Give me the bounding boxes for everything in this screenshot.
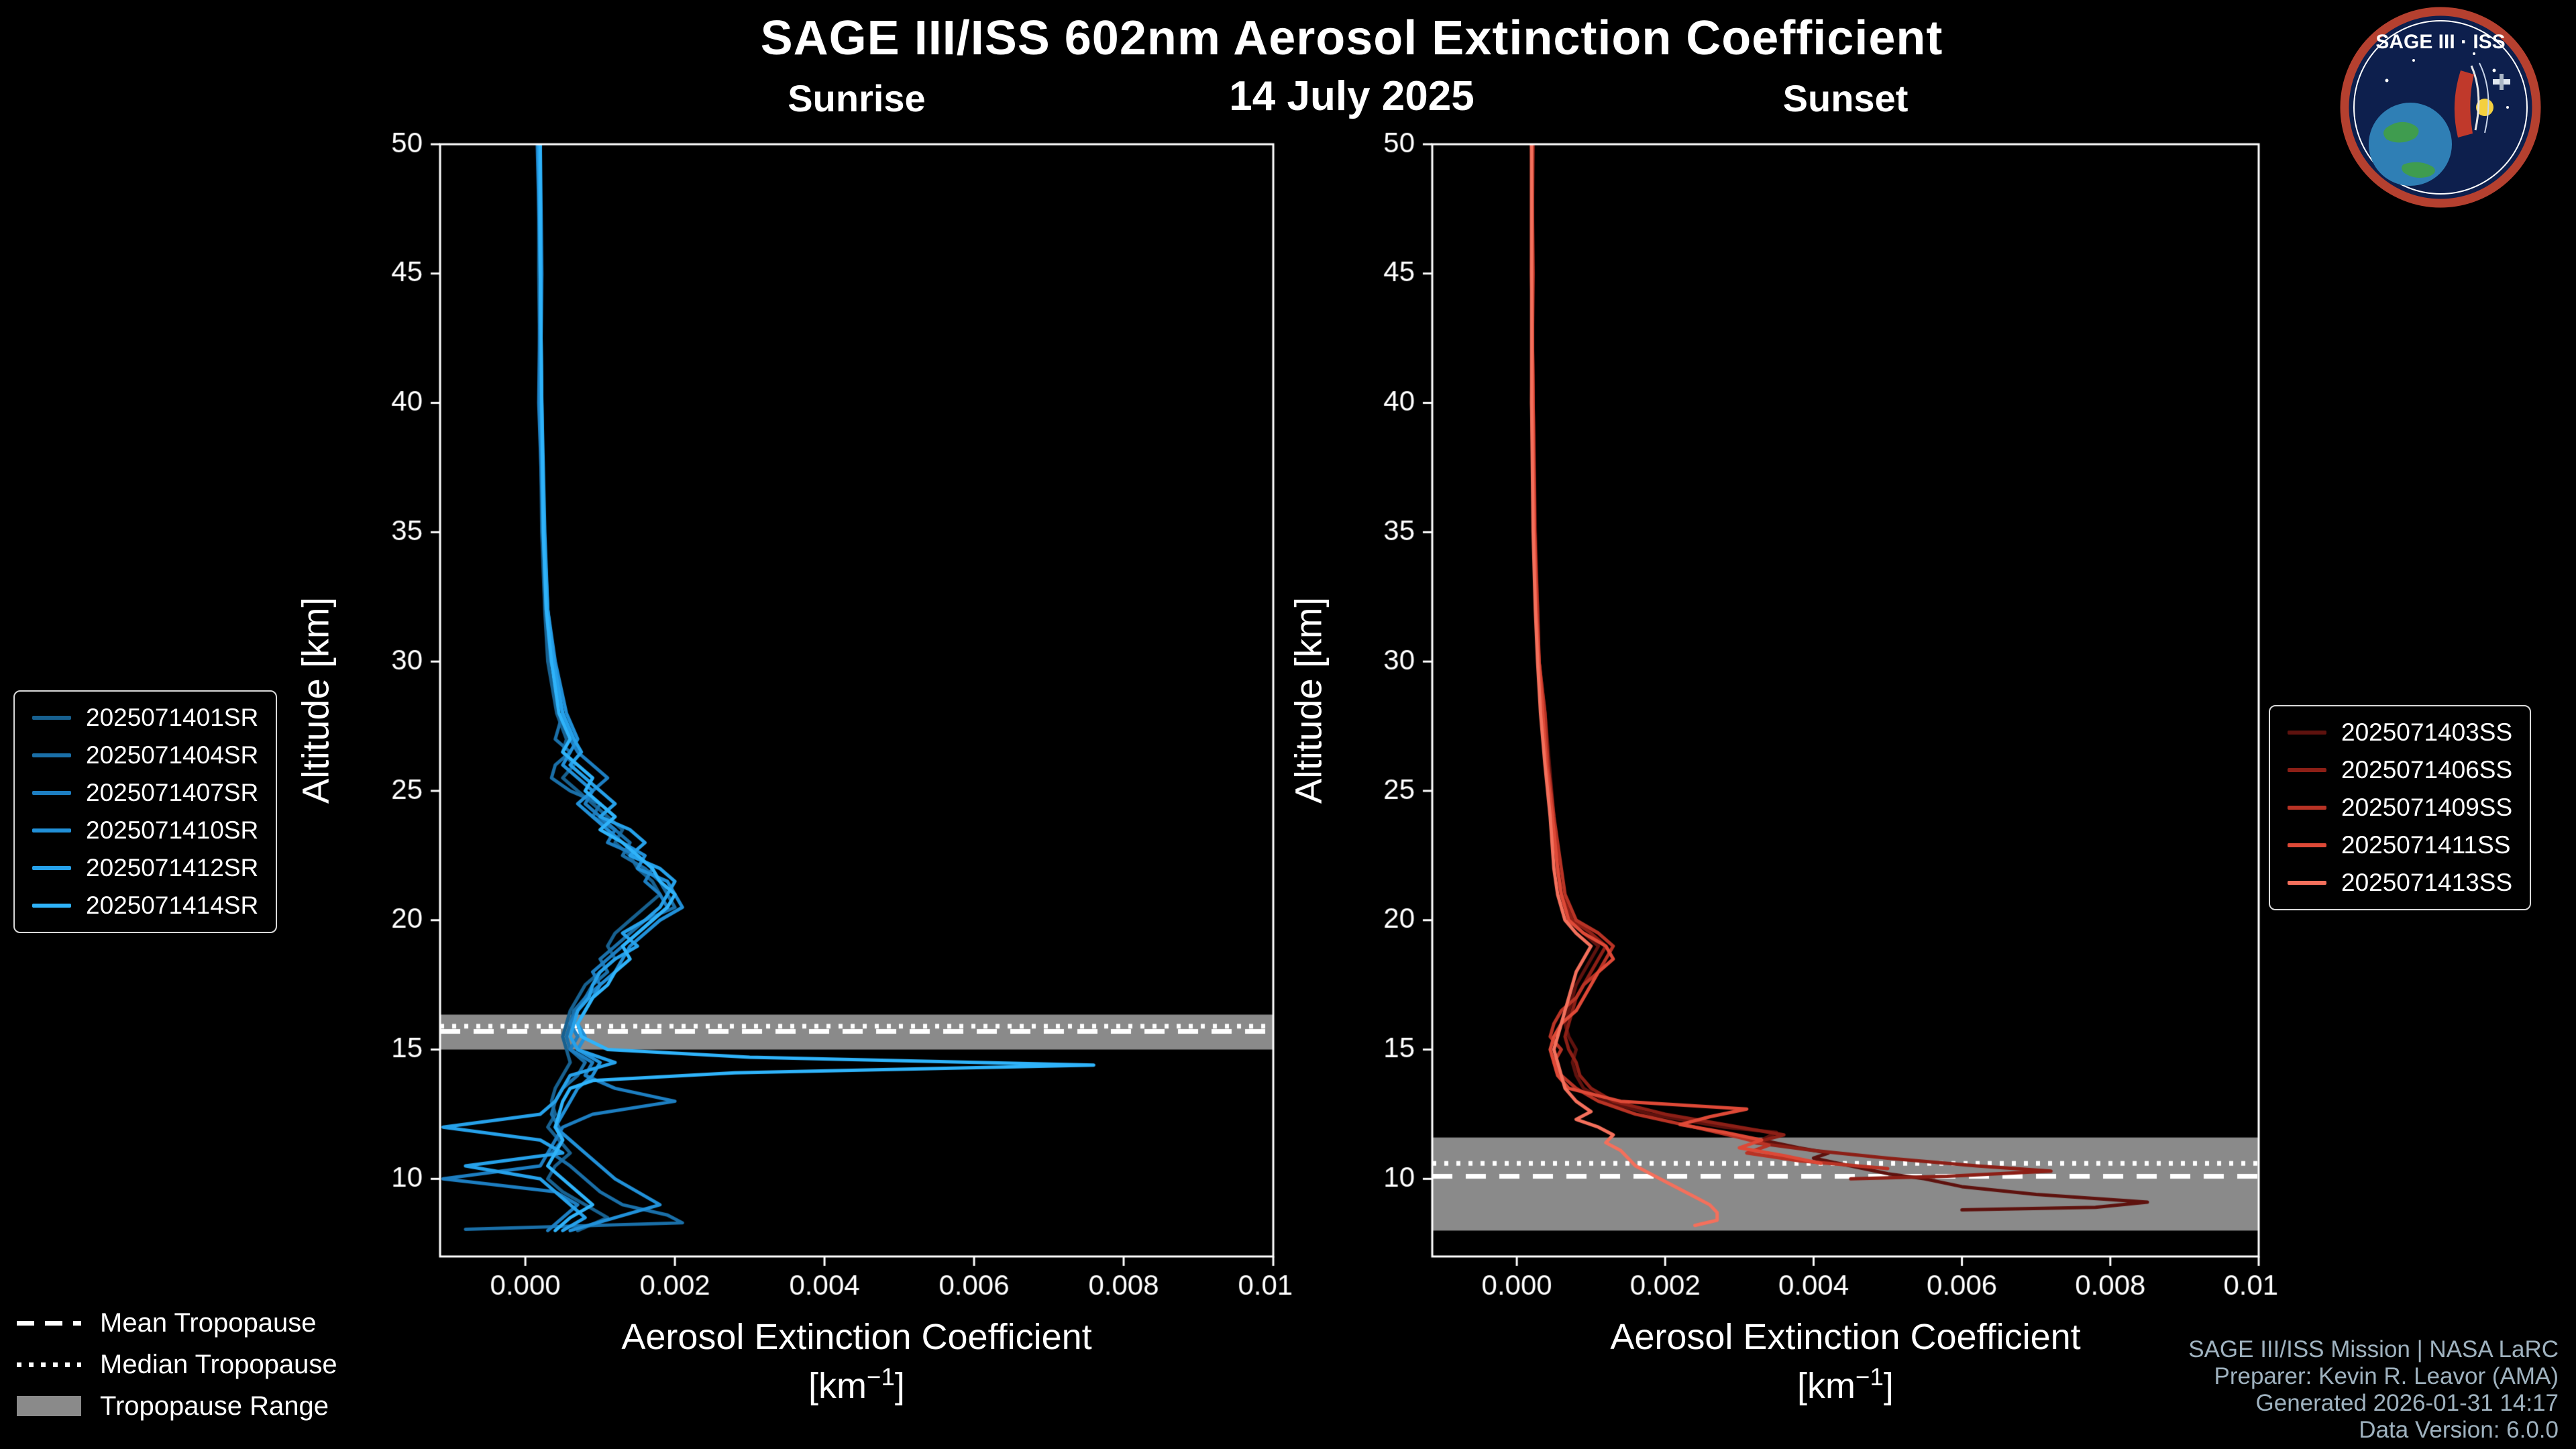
legend-item: 2025071403SS — [2288, 718, 2512, 747]
series-color-swatch — [32, 904, 71, 908]
sage-iss-logo: SAGE III · ISS — [2340, 7, 2541, 208]
legend-item: 2025071401SR — [32, 704, 258, 732]
sunrise-x-axis-label: Aerosol Extinction Coefficient — [621, 1317, 1092, 1357]
mission-credit: SAGE III/ISS Mission | NASA LaRC — [2188, 1336, 2559, 1362]
logo-title: SAGE III · ISS — [2375, 31, 2505, 53]
series-color-swatch — [32, 716, 71, 720]
legend-item: Tropopause Range — [17, 1391, 337, 1421]
series-color-swatch — [2288, 731, 2326, 735]
sunset-legend: 2025071403SS 2025071406SS 2025071409SS 2… — [2269, 705, 2532, 910]
legend-item: 2025071410SR — [32, 816, 258, 845]
legend-item: Median Tropopause — [17, 1350, 337, 1379]
legend-item: 2025071412SR — [32, 854, 258, 882]
sunrise-y-axis-label: Altitude [km] — [294, 596, 337, 804]
date-label: 14 July 2025 — [1229, 73, 1474, 119]
sunrise-plot — [326, 127, 1293, 1313]
legend-item: 2025071414SR — [32, 892, 258, 920]
tropopause-legend: Mean Tropopause Median Tropopause Tropop… — [17, 1308, 337, 1421]
legend-item: 2025071409SS — [2288, 794, 2512, 822]
legend-item: Mean Tropopause — [17, 1308, 337, 1338]
legend-item: 2025071413SS — [2288, 869, 2512, 897]
series-color-swatch — [2288, 843, 2326, 847]
sunset-x-axis-label: Aerosol Extinction Coefficient — [1610, 1317, 2081, 1357]
legend-item: 2025071406SS — [2288, 756, 2512, 784]
logo-inner-ring — [2353, 20, 2528, 195]
series-color-swatch — [2288, 881, 2326, 885]
earth-icon — [2369, 103, 2452, 186]
credits: SAGE III/ISS Mission | NASA LaRC Prepare… — [2188, 1336, 2559, 1444]
legend-item: 2025071404SR — [32, 741, 258, 769]
preparer-credit: Preparer: Kevin R. Leavor (AMA) — [2214, 1363, 2559, 1389]
sunrise-legend: 2025071401SR 2025071404SR 2025071407SR 2… — [13, 690, 278, 933]
page-title: SAGE III/ISS 602nm Aerosol Extinction Co… — [760, 11, 1943, 65]
series-color-swatch — [32, 791, 71, 795]
sunset-y-axis-label: Altitude [km] — [1287, 596, 1330, 804]
series-color-swatch — [2288, 806, 2326, 810]
sunrise-panel-title: Sunrise — [788, 77, 926, 119]
series-color-swatch — [32, 866, 71, 870]
robed-figure — [2454, 70, 2474, 138]
gray-band-sample — [17, 1396, 81, 1416]
series-color-swatch — [32, 753, 71, 757]
series-color-swatch — [32, 828, 71, 833]
legend-item: 2025071407SR — [32, 779, 258, 807]
sunrise-x-axis-units: [km−1] — [808, 1363, 905, 1406]
data-version: Data Version: 6.0.0 — [2359, 1417, 2559, 1443]
sunset-x-axis-units: [km−1] — [1797, 1363, 1894, 1406]
sunset-panel-title: Sunset — [1782, 77, 1909, 119]
dashed-line-sample — [17, 1320, 81, 1326]
legend-item: 2025071411SS — [2288, 831, 2512, 859]
sun-icon — [2476, 99, 2493, 116]
sunset-plot — [1318, 127, 2279, 1313]
series-color-swatch — [2288, 768, 2326, 772]
generated-timestamp: Generated 2026-01-31 14:17 — [2255, 1390, 2559, 1416]
dotted-line-sample — [17, 1362, 81, 1367]
